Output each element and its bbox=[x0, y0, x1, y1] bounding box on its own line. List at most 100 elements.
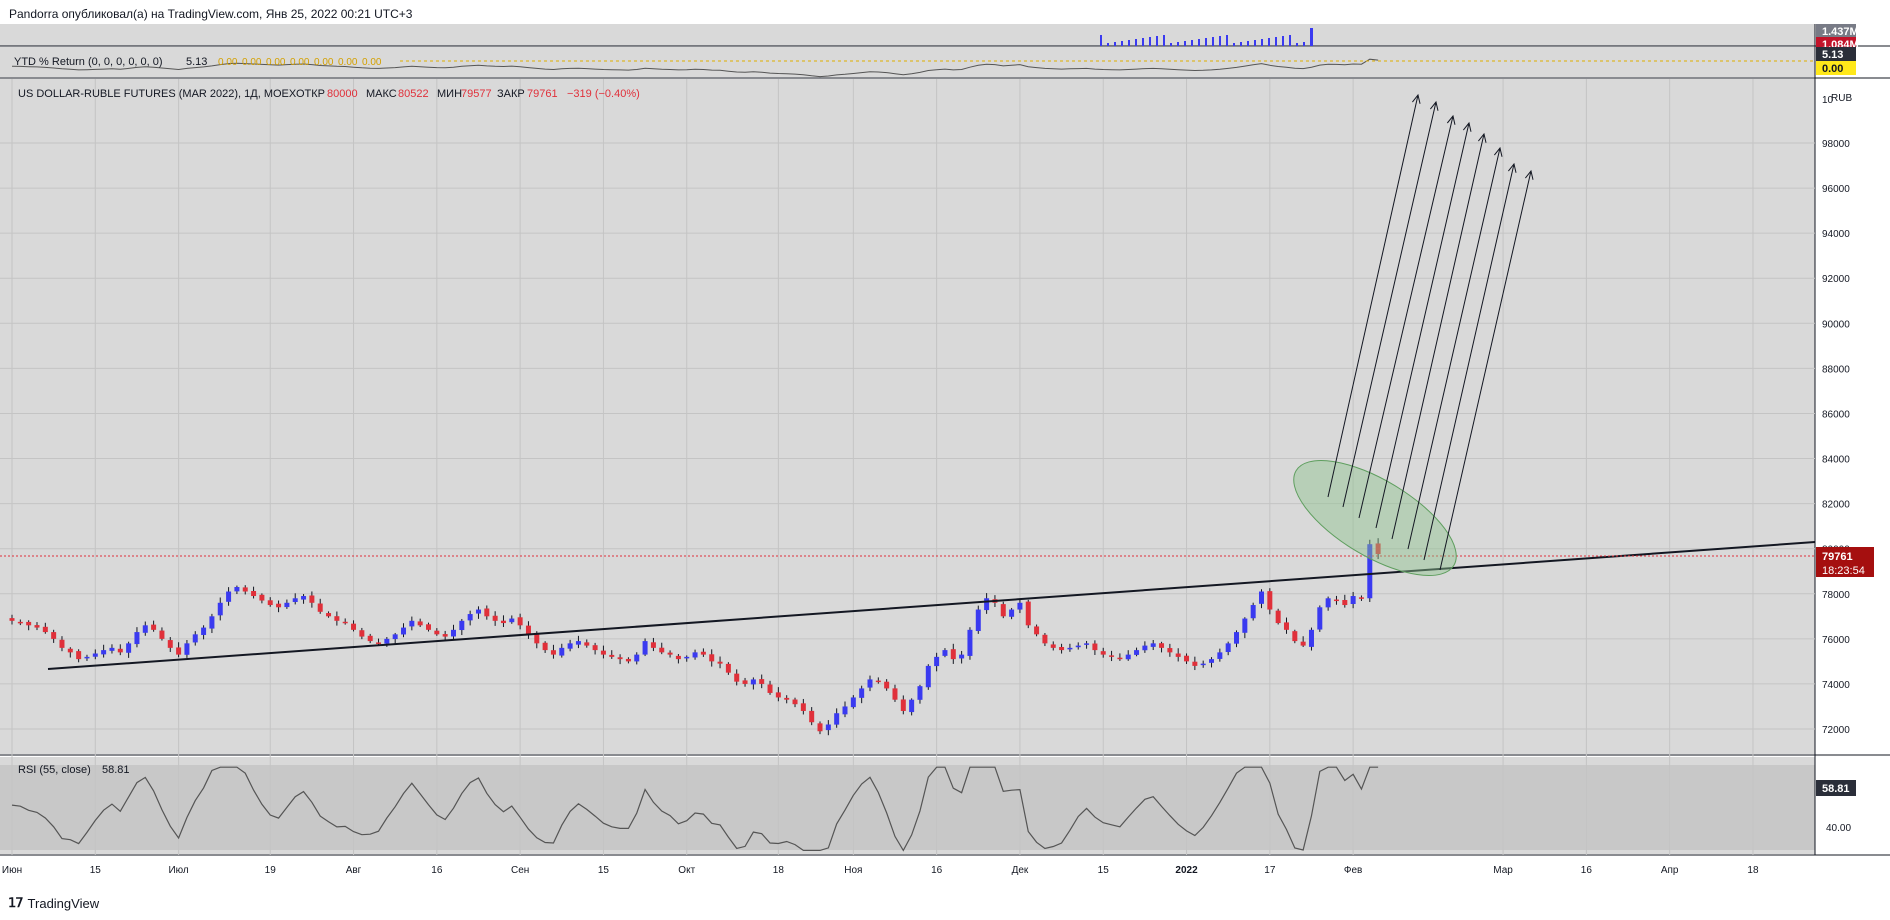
volume-bar bbox=[1296, 43, 1298, 46]
price-axis-top-tick: 10 bbox=[1822, 95, 1834, 106]
price-tick-label: 76000 bbox=[1822, 635, 1850, 646]
volume-bar bbox=[1191, 40, 1193, 46]
candle bbox=[84, 654, 90, 661]
volume-bar bbox=[1163, 35, 1165, 46]
ytd-extra-value: 0.00 bbox=[314, 57, 334, 68]
candle bbox=[684, 655, 690, 662]
candle bbox=[367, 633, 373, 644]
projection-arrow[interactable] bbox=[1423, 162, 1517, 561]
time-tick-label: Окт bbox=[678, 865, 695, 876]
legend-close-label: ЗАКР bbox=[497, 88, 525, 100]
time-tick-label: Сен bbox=[511, 865, 529, 876]
candle bbox=[892, 684, 898, 702]
candle bbox=[359, 627, 365, 640]
candle bbox=[276, 600, 282, 613]
candle bbox=[1317, 605, 1323, 632]
candle bbox=[176, 642, 182, 658]
candle bbox=[917, 684, 923, 704]
projection-arrow[interactable] bbox=[1375, 121, 1472, 529]
grid bbox=[0, 79, 1815, 855]
candle bbox=[725, 662, 731, 675]
candle bbox=[1117, 653, 1123, 661]
candle bbox=[592, 642, 598, 655]
projection-arrow[interactable] bbox=[1407, 146, 1503, 550]
candle bbox=[1367, 539, 1373, 602]
time-tick-label: 16 bbox=[431, 865, 443, 876]
candle bbox=[1159, 641, 1165, 653]
volume-bar bbox=[1268, 38, 1270, 46]
candle bbox=[1300, 636, 1306, 648]
candle bbox=[326, 611, 332, 618]
projection-arrow[interactable] bbox=[1439, 169, 1534, 571]
candle bbox=[301, 594, 307, 604]
candle bbox=[1067, 643, 1073, 652]
candle bbox=[717, 656, 723, 669]
time-tick-label: 16 bbox=[931, 865, 943, 876]
candle bbox=[1192, 656, 1198, 671]
price-axis[interactable]: 7200074000760007800080000820008400086000… bbox=[1822, 139, 1850, 736]
ytd-badge: 0.00 bbox=[1816, 61, 1856, 75]
price-tick-label: 90000 bbox=[1822, 319, 1850, 330]
price-tick-label: 78000 bbox=[1822, 590, 1850, 601]
candle bbox=[825, 720, 831, 736]
publish-line: Pandorra опубликовал(а) на TradingView.c… bbox=[9, 7, 413, 21]
volume-bar bbox=[1170, 43, 1172, 46]
time-axis[interactable]: Июн 15 Июл 19 Авг 16 Сен 15 Окт 18 Ноя 16 Дек 15 2022 1… bbox=[2, 865, 1759, 876]
legend-symbol: US DOLLAR-RUBLE FUTURES (MAR 2022), 1Д, … bbox=[18, 88, 297, 100]
candle bbox=[167, 637, 173, 652]
time-tick-label: Июл bbox=[168, 865, 188, 876]
candle bbox=[525, 621, 531, 639]
ytd-extra-values: 0.00 0.00 0.00 0.00 0.00 0.00 0.00 bbox=[218, 57, 382, 68]
highlight-ellipse[interactable] bbox=[1277, 438, 1474, 598]
time-tick-label: Ноя bbox=[844, 865, 862, 876]
price-tick-label: 94000 bbox=[1822, 229, 1850, 240]
candle bbox=[667, 650, 673, 658]
volume-bar bbox=[1135, 39, 1137, 46]
time-tick-label: Апр bbox=[1661, 865, 1679, 876]
trendline[interactable] bbox=[47, 541, 1816, 670]
volume-bar bbox=[1233, 43, 1235, 46]
time-tick-label: 15 bbox=[90, 865, 102, 876]
candle bbox=[1217, 648, 1223, 662]
candle bbox=[459, 618, 465, 636]
candle bbox=[92, 649, 98, 660]
volume-bar bbox=[1177, 42, 1179, 46]
candle bbox=[376, 638, 382, 646]
rsi-band bbox=[0, 765, 1815, 850]
candle bbox=[734, 669, 740, 686]
projection-arrow[interactable] bbox=[1342, 100, 1439, 508]
candle bbox=[392, 632, 398, 644]
projection-arrow[interactable] bbox=[1358, 114, 1456, 519]
candle bbox=[775, 687, 781, 702]
ytd-extra-value: 0.00 bbox=[338, 57, 358, 68]
candle bbox=[217, 597, 223, 621]
candle bbox=[1325, 596, 1331, 611]
volume-bar bbox=[1247, 41, 1249, 46]
candle bbox=[842, 701, 848, 718]
projection-arrow[interactable] bbox=[1391, 132, 1487, 540]
time-tick-label: Дек bbox=[1012, 865, 1029, 876]
legend-open: 80000 bbox=[327, 88, 358, 100]
chart-area[interactable]: YTD % Return (0, 0, 0, 0, 0, 0) 5.13 0.0… bbox=[0, 24, 1890, 890]
time-tick-label: Фев bbox=[1344, 865, 1362, 876]
candle bbox=[492, 611, 498, 626]
candle bbox=[1358, 595, 1364, 601]
candle bbox=[792, 697, 798, 708]
candle bbox=[1059, 643, 1065, 654]
candle bbox=[234, 585, 240, 595]
candle bbox=[351, 620, 357, 632]
price-tick-label: 88000 bbox=[1822, 364, 1850, 375]
candle bbox=[942, 648, 948, 658]
ytd-extra-value: 0.00 bbox=[362, 57, 382, 68]
candle bbox=[767, 680, 773, 695]
legend-high: 80522 bbox=[398, 88, 429, 100]
candle bbox=[850, 695, 856, 709]
projection-arrow[interactable] bbox=[1327, 93, 1421, 498]
candle bbox=[700, 648, 706, 657]
candle bbox=[1242, 617, 1248, 639]
projection-arrows[interactable] bbox=[1327, 93, 1534, 571]
legend-high-label: МАКС bbox=[366, 88, 397, 100]
candles[interactable] bbox=[9, 538, 1381, 736]
candle bbox=[284, 599, 290, 609]
